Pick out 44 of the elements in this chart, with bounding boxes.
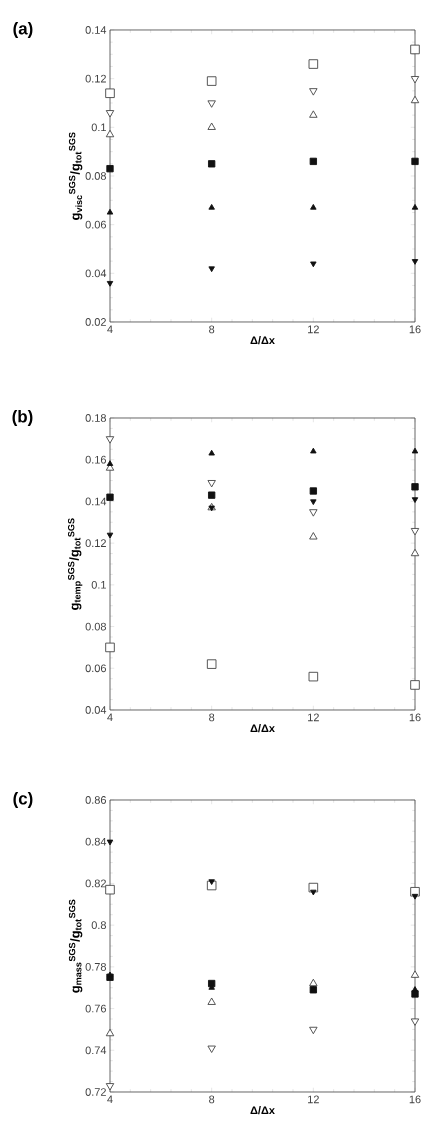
y-tick-label: 0.86 [85,796,106,804]
y-tick-label: 0.06 [85,664,106,673]
x-tick-label: 4 [107,1095,113,1104]
y-tick-label: 0.74 [85,1046,107,1055]
y-tick-label: 0.12 [85,539,106,548]
x-tick-label: 16 [409,1095,421,1104]
y-tick-label: 0.08 [85,622,106,631]
y-tick-label: 0.16 [85,455,106,464]
chart-title: (a) [13,22,33,38]
x-axis-title: Δ/Δx [250,724,275,733]
y-tick-label: 0.12 [85,74,106,83]
y-tick-label: 0.18 [85,414,106,422]
y-tick-label: 0.1 [91,123,106,132]
y-tick-label: 0.82 [85,879,106,888]
y-tick-label: 0.14 [85,497,107,506]
x-tick-label: 4 [107,713,113,722]
y-tick-label: 0.8 [91,921,106,930]
x-tick-label: 8 [209,1095,215,1104]
x-axis-title: Δ/Δx [250,336,275,345]
x-tick-label: 8 [209,325,215,334]
x-tick-label: 12 [308,1095,319,1104]
y-tick-label: 0.04 [85,269,107,278]
x-axis-title: Δ/Δx [250,1106,275,1115]
y-axis-title: g$_{mass}$$^{SGS}$/g$_{tot}$SGS [68,899,83,993]
y-tick-label: 0.14 [85,26,107,34]
x-tick-label: 8 [209,713,215,722]
y-axis-title: g$_{visc}$$^{SGS}$/g$_{tot}$SGS [68,132,83,220]
y-tick-label: 0.72 [85,1088,106,1096]
x-tick-label: 12 [308,713,319,722]
y-tick-label: 0.02 [85,318,106,326]
x-tick-label: 16 [409,325,421,334]
chart-title: (c) [13,792,33,808]
y-tick-label: 0.76 [85,1004,106,1013]
x-tick-label: 12 [308,325,319,334]
y-tick-label: 0.1 [91,580,106,589]
y-tick-label: 0.04 [85,706,107,714]
y-tick-label: 0.84 [85,837,107,846]
y-tick-label: 0.06 [85,220,106,229]
chart-title: (b) [12,410,33,426]
y-axis-title: g$_{temp}$$^{SGS}$/g$_{tot}$SGS [67,518,83,610]
x-tick-label: 16 [409,713,421,722]
x-tick-label: 4 [107,325,113,334]
y-tick-label: 0.08 [85,172,106,180]
y-tick-label: 0.78 [85,962,106,971]
